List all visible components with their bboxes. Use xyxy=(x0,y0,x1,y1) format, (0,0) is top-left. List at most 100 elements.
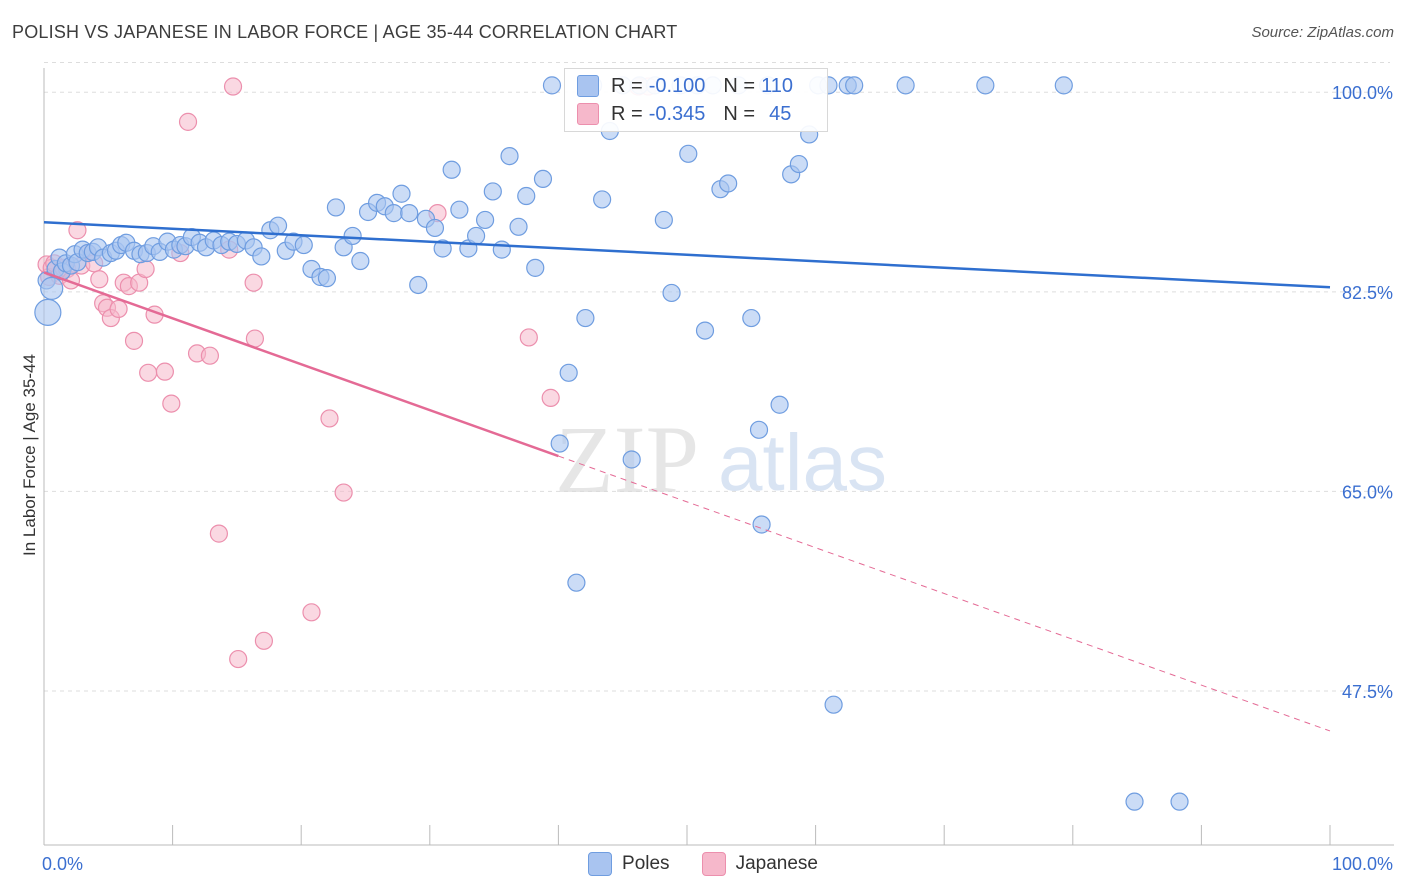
point-japanese xyxy=(209,524,228,543)
point-poles xyxy=(34,298,62,326)
legend-n-label: N = xyxy=(723,74,756,97)
series-legend: Poles Japanese xyxy=(0,852,1406,876)
point-poles xyxy=(695,321,715,340)
legend-n-value-japanese: 45 xyxy=(769,102,792,125)
point-japanese xyxy=(223,77,243,96)
point-poles xyxy=(719,174,738,193)
point-poles xyxy=(1170,792,1189,811)
point-poles xyxy=(976,76,995,95)
point-poles xyxy=(622,450,641,469)
trend-line-japanese-extension xyxy=(558,455,1331,732)
legend-swatch-poles xyxy=(577,75,599,97)
y-tick-label: 100.0% xyxy=(1332,83,1393,103)
point-poles xyxy=(752,515,771,534)
point-japanese xyxy=(320,409,339,428)
point-poles xyxy=(533,169,553,189)
point-poles xyxy=(351,251,370,271)
point-poles xyxy=(1054,76,1073,95)
point-japanese xyxy=(519,328,538,347)
point-poles xyxy=(1125,792,1144,811)
watermark: ZIP atlas xyxy=(555,406,887,513)
legend-label-poles: Poles xyxy=(622,853,670,874)
trend-lines xyxy=(43,220,1331,732)
point-japanese xyxy=(244,273,263,292)
legend-item-japanese: Japanese xyxy=(701,852,818,876)
point-poles xyxy=(483,182,502,201)
legend-swatch-poles xyxy=(588,852,613,876)
point-japanese xyxy=(162,394,181,413)
point-poles xyxy=(550,434,569,453)
point-poles xyxy=(392,184,411,203)
legend-n-label: N = xyxy=(723,102,756,125)
point-poles xyxy=(517,186,536,206)
point-poles xyxy=(475,210,495,230)
point-poles xyxy=(824,695,843,714)
point-japanese xyxy=(155,362,174,381)
point-poles xyxy=(409,275,428,295)
point-poles xyxy=(654,210,673,230)
legend-row-poles: R = -0.100 N = 110 xyxy=(577,72,793,100)
point-japanese xyxy=(541,388,560,407)
point-japanese xyxy=(90,270,109,289)
point-poles xyxy=(400,204,419,223)
point-poles xyxy=(567,573,586,592)
point-poles xyxy=(770,395,789,414)
y-axis-label: In Labor Force | Age 35-44 xyxy=(20,354,39,556)
point-poles xyxy=(450,200,469,219)
point-poles xyxy=(509,217,528,236)
point-poles xyxy=(40,276,64,300)
point-poles xyxy=(662,283,681,303)
point-poles xyxy=(542,76,562,95)
point-poles xyxy=(442,160,461,179)
legend-n-value-poles: 110 xyxy=(761,74,793,97)
point-poles xyxy=(425,218,445,238)
correlation-legend: R = -0.100 N = 110 R = -0.345 N = 45 xyxy=(564,68,828,132)
legend-r-label: R = xyxy=(611,74,643,97)
point-poles xyxy=(526,258,545,277)
point-poles xyxy=(749,420,769,439)
y-tick-label: 65.0% xyxy=(1342,482,1393,502)
legend-label-japanese: Japanese xyxy=(735,853,818,874)
point-japanese xyxy=(109,299,128,319)
point-poles xyxy=(679,144,698,163)
point-poles xyxy=(593,190,612,209)
point-japanese xyxy=(254,631,274,650)
axis-layer: 47.5% 65.0% 82.5% 100.0% 0.0% 100.0% xyxy=(42,68,1394,874)
point-poles xyxy=(492,240,511,259)
point-poles xyxy=(742,308,761,328)
point-poles xyxy=(384,204,403,223)
point-poles xyxy=(500,146,519,166)
legend-item-poles: Poles xyxy=(588,852,670,876)
legend-swatch-japanese xyxy=(577,103,599,125)
x-tick-label: 100.0% xyxy=(1332,854,1393,874)
source-credit: Source: ZipAtlas.com xyxy=(1251,24,1394,41)
chart-title: POLISH VS JAPANESE IN LABOR FORCE | AGE … xyxy=(12,22,678,42)
point-japanese xyxy=(302,603,321,622)
legend-row-japanese: R = -0.345 N = 45 xyxy=(577,100,791,128)
legend-r-label: R = xyxy=(611,102,643,125)
point-poles xyxy=(789,154,808,174)
point-poles xyxy=(317,269,337,288)
point-japanese xyxy=(124,331,144,350)
point-poles xyxy=(294,235,313,255)
point-poles xyxy=(466,226,486,246)
point-japanese xyxy=(68,221,87,240)
legend-r-value-japanese: -0.345 xyxy=(648,102,706,125)
point-poles xyxy=(326,198,346,217)
point-poles xyxy=(896,76,915,95)
legend-swatch-japanese xyxy=(701,852,726,876)
trend-line-poles xyxy=(43,220,1331,289)
point-poles xyxy=(433,239,452,258)
y-tick-label: 82.5% xyxy=(1342,283,1393,303)
trend-line-japanese xyxy=(43,271,559,458)
point-japanese xyxy=(200,346,219,365)
point-japanese xyxy=(229,649,248,669)
point-poles xyxy=(845,76,864,95)
point-poles xyxy=(343,226,362,246)
point-poles xyxy=(252,247,271,266)
legend-r-value-poles: -0.100 xyxy=(648,74,706,97)
point-poles xyxy=(268,216,288,235)
point-japanese xyxy=(139,363,158,382)
point-japanese xyxy=(334,483,353,502)
